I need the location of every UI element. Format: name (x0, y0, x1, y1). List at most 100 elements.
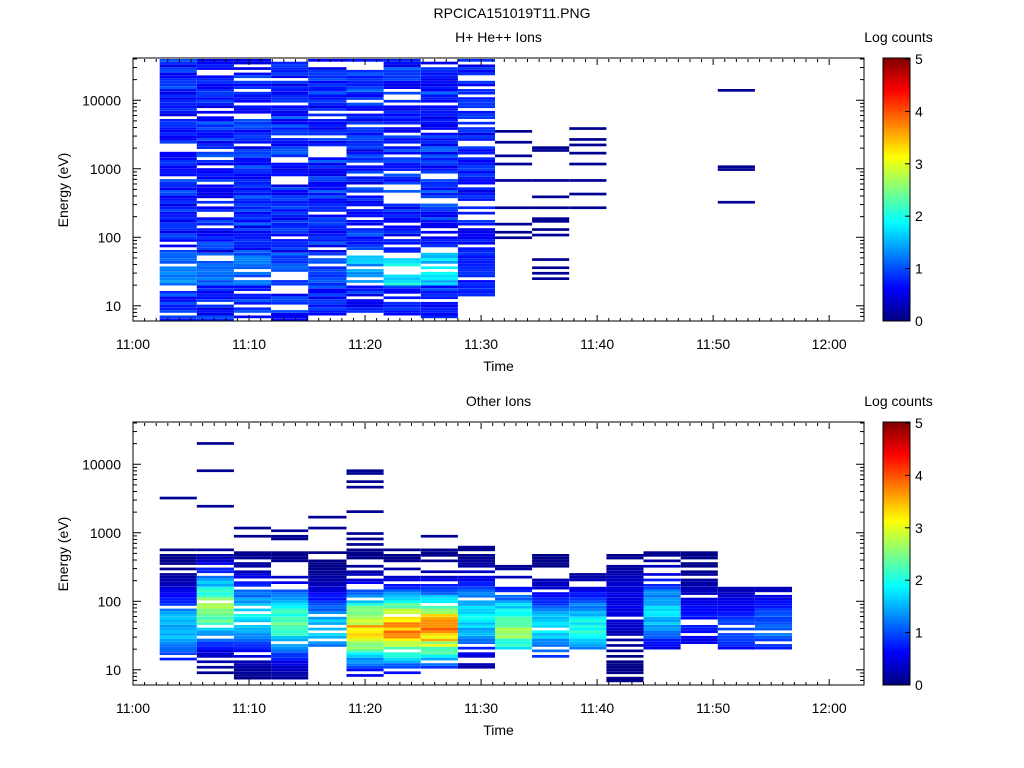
heatmap-cell (383, 135, 421, 139)
heatmap-cell (159, 236, 197, 240)
heatmap-cell (308, 89, 347, 92)
heatmap-cell (569, 622, 607, 625)
y-axis-label: Energy (eV) (55, 153, 71, 228)
heatmap-cell (271, 140, 309, 144)
heatmap-cell (271, 575, 309, 579)
heatmap-cell (308, 168, 347, 171)
heatmap-cell (569, 605, 607, 609)
heatmap-cell (271, 280, 309, 283)
heatmap-cell (754, 614, 792, 617)
heatmap-cell (233, 250, 271, 253)
heatmap-cell (196, 187, 234, 190)
heatmap-cell (196, 605, 234, 609)
heatmap-cell (383, 225, 421, 229)
heatmap-cell (196, 296, 234, 300)
heatmap-cell (383, 78, 421, 81)
heatmap-cell (532, 581, 570, 584)
heatmap-cell (271, 170, 309, 174)
heatmap-cell (457, 641, 495, 644)
heatmap-cell (308, 97, 347, 100)
heatmap-cell (606, 611, 644, 614)
heatmap-cell (532, 635, 570, 639)
heatmap-cell (680, 581, 718, 584)
heatmap-cell (271, 203, 309, 207)
heatmap-cell (233, 293, 271, 297)
heatmap-cell (159, 168, 197, 171)
heatmap-cell (346, 89, 384, 92)
heatmap-cell (606, 605, 644, 609)
heatmap-cell (159, 239, 197, 242)
heatmap-cell (233, 261, 271, 264)
heatmap-cell (420, 244, 458, 248)
heatmap-cell (383, 312, 421, 316)
heatmap-cell (346, 168, 384, 171)
heatmap-cell (159, 622, 197, 625)
heatmap-cell (457, 665, 495, 669)
colorbar-tick-label: 2 (915, 208, 923, 224)
heatmap-cell (420, 252, 458, 256)
heatmap-cell (196, 597, 234, 601)
heatmap-cell (196, 105, 234, 109)
heatmap-cell (569, 127, 607, 130)
heatmap-cell (308, 187, 347, 190)
heatmap-cell (159, 619, 197, 623)
x-tick-label: 11:50 (696, 700, 730, 716)
heatmap-cell (420, 181, 458, 185)
heatmap-cell (271, 318, 309, 321)
heatmap-cell (532, 655, 570, 658)
heatmap-cell (457, 646, 495, 650)
heatmap-cell (495, 614, 533, 617)
heatmap-cell (159, 630, 197, 634)
heatmap-cell (233, 676, 271, 680)
heatmap-cell (420, 635, 458, 639)
heatmap-cell (308, 162, 347, 166)
heatmap-cell (233, 127, 271, 130)
heatmap-cell (196, 176, 234, 180)
heatmap-cell (383, 261, 421, 264)
heatmap-cell (383, 241, 421, 245)
heatmap-cell (271, 228, 309, 231)
heatmap-cell (346, 160, 384, 163)
heatmap-cell (532, 614, 570, 617)
heatmap-cell (457, 570, 495, 574)
heatmap-cell (532, 597, 570, 601)
heatmap-cell (717, 644, 755, 647)
heatmap-cell (457, 89, 495, 92)
heatmap-cell (159, 75, 197, 79)
heatmap-cell (383, 165, 421, 169)
heatmap-cell (383, 671, 421, 675)
heatmap-cell (346, 285, 384, 289)
heatmap-cell (308, 641, 347, 644)
heatmap-cell (346, 258, 384, 261)
panel-title: Other Ions (466, 393, 531, 409)
heatmap-cell (457, 135, 495, 139)
heatmap-cell (457, 157, 495, 160)
heatmap-cell (271, 233, 309, 237)
heatmap-cell (159, 121, 197, 125)
heatmap-cell (271, 165, 309, 169)
heatmap-cell (680, 586, 718, 590)
heatmap-cell (196, 143, 234, 147)
heatmap-cell (532, 633, 570, 636)
heatmap-cell (196, 127, 234, 130)
heatmap-cell (196, 291, 234, 294)
heatmap-cell (233, 203, 271, 207)
heatmap-cell (346, 280, 384, 283)
heatmap-cell (233, 296, 271, 300)
heatmap-cell (196, 140, 234, 144)
heatmap-cell (420, 78, 458, 81)
heatmap-cell (196, 146, 234, 149)
heatmap-cell (233, 80, 271, 84)
x-tick-label: 12:00 (812, 336, 847, 352)
heatmap-cell (569, 635, 607, 639)
heatmap-cell (383, 127, 421, 130)
heatmap-cell (271, 225, 309, 229)
heatmap-cell (532, 619, 570, 623)
heatmap-cell (159, 638, 197, 642)
heatmap-cell (233, 233, 271, 237)
heatmap-cell (159, 649, 197, 653)
heatmap-cell (196, 665, 234, 669)
heatmap-cell (383, 151, 421, 155)
heatmap-cell (606, 603, 644, 606)
heatmap-cell (346, 310, 384, 313)
